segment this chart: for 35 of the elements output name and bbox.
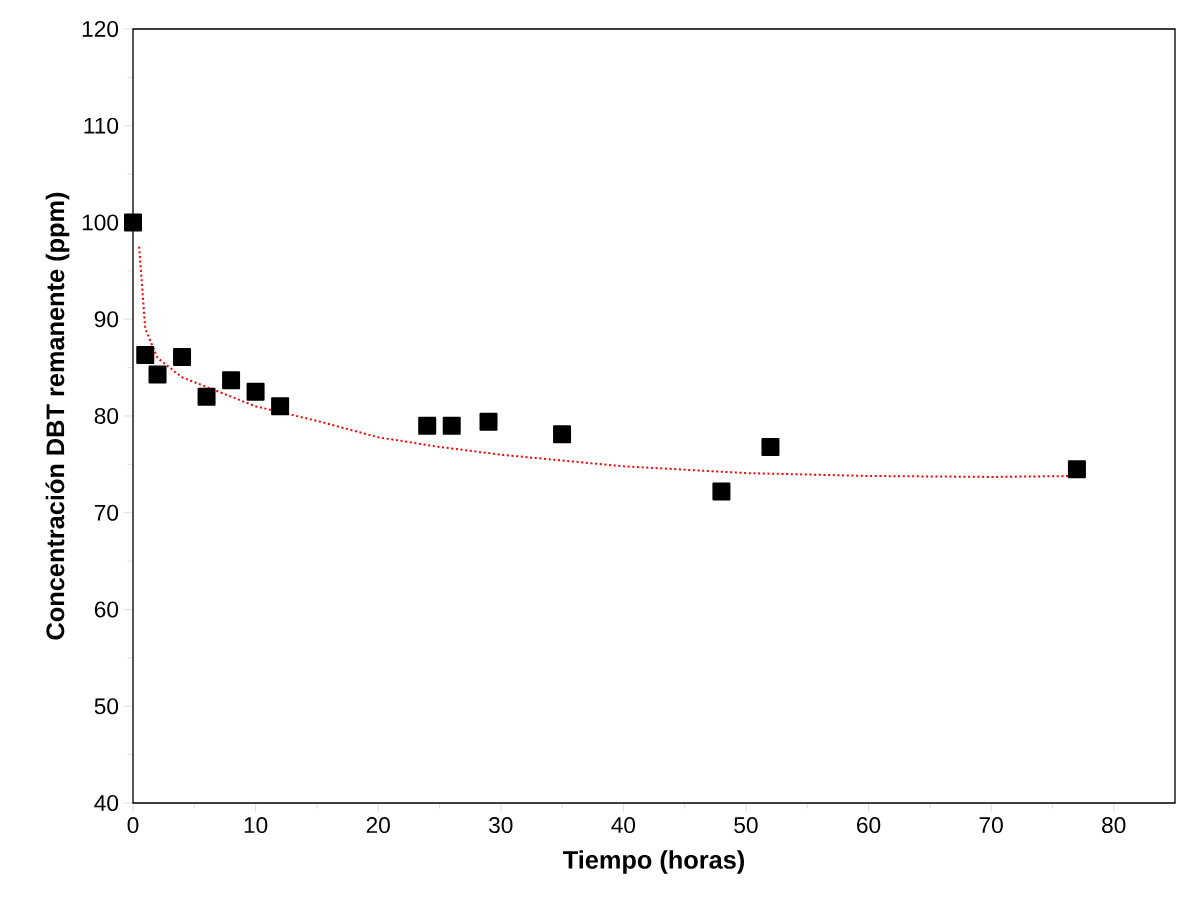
x-axis-title: Tiempo (horas) (563, 850, 744, 874)
point (222, 371, 241, 390)
x-tick-label: 40 (611, 817, 636, 834)
x-tick-label: 60 (857, 817, 881, 834)
x-tick-label: 0 (127, 817, 139, 834)
x-tick-label: 10 (244, 817, 268, 834)
point (197, 387, 216, 406)
x-tick-label: 20 (366, 817, 390, 834)
point (553, 425, 572, 444)
x-tick-label: 80 (1102, 817, 1126, 834)
y-tick-label: 110 (84, 117, 119, 134)
point (442, 416, 461, 435)
x-tick-label: 30 (489, 817, 513, 834)
y-tick-label: 100 (82, 214, 119, 231)
point (761, 437, 780, 456)
x-tick-label: 70 (979, 817, 1003, 834)
y-tick-label: 80 (94, 407, 119, 425)
point (136, 346, 155, 365)
x-tick-label: 50 (734, 817, 758, 834)
y-tick-label: 40 (94, 794, 119, 812)
y-tick-label: 90 (94, 311, 119, 328)
y-tick-label: 50 (94, 698, 119, 715)
point (173, 347, 192, 366)
point (418, 416, 437, 435)
point (124, 213, 143, 232)
y-tick-label: 70 (94, 504, 119, 521)
point (246, 382, 265, 401)
point (148, 365, 167, 384)
y-tick-label: 120 (82, 20, 119, 38)
point (1067, 460, 1086, 479)
point (271, 397, 290, 416)
y-tick-label: 60 (94, 601, 119, 618)
y-axis-title: Concentración DBT remanente (ppm) (45, 192, 70, 640)
point (712, 482, 731, 501)
point (479, 412, 498, 431)
